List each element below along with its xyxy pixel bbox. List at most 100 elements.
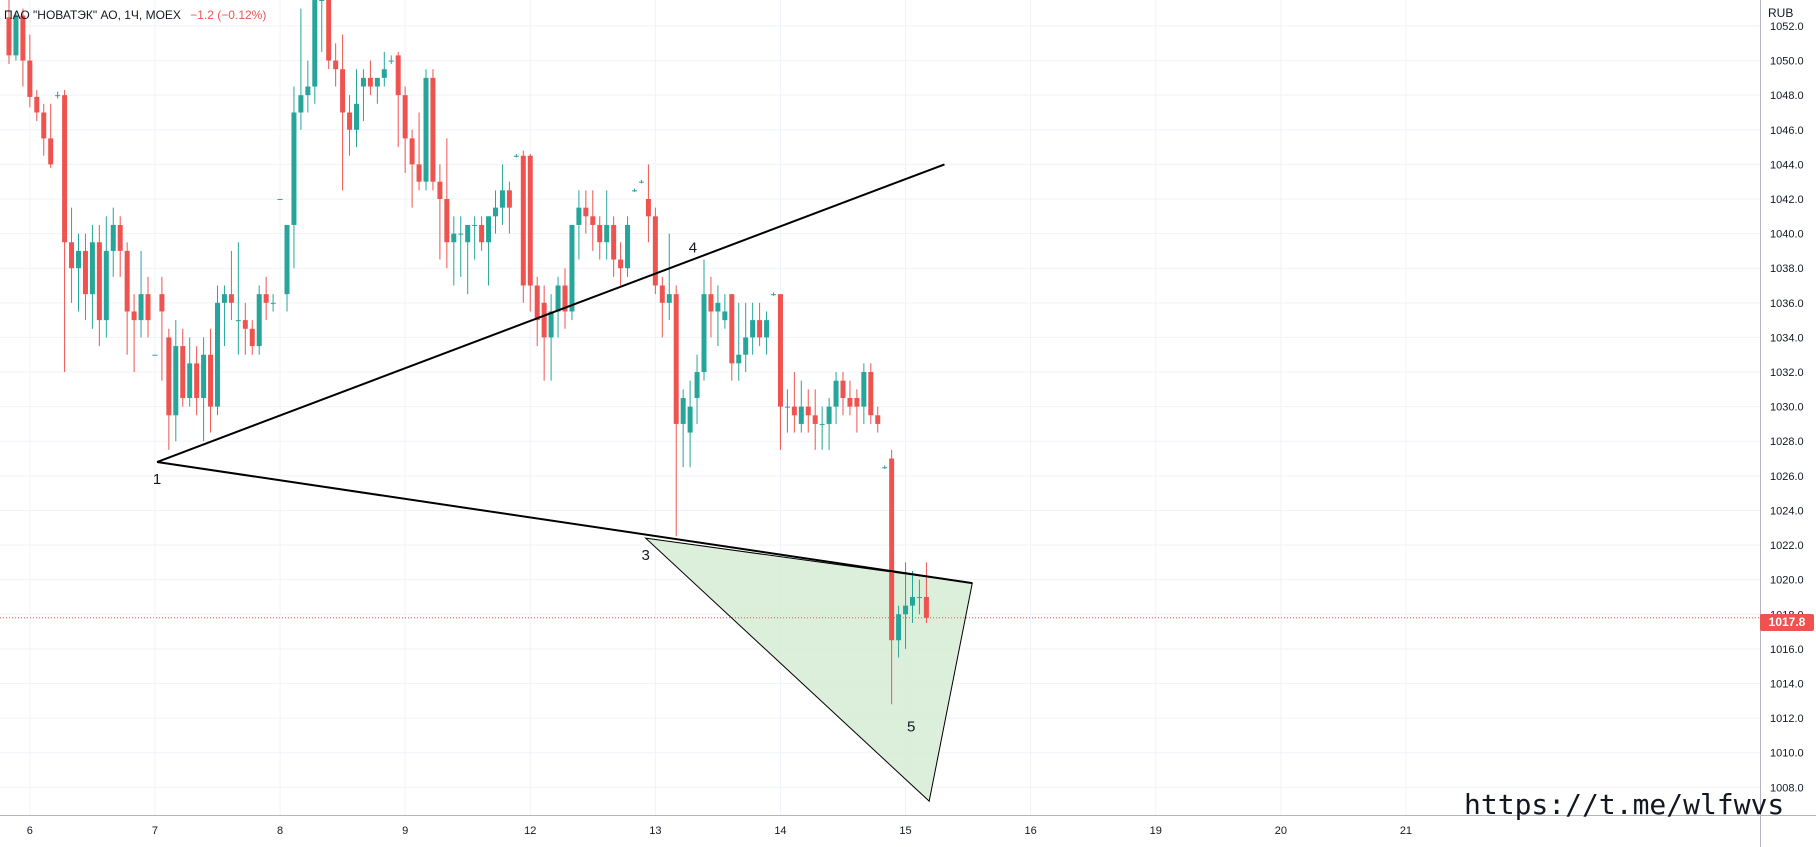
candle [374,77,380,104]
candle [27,34,33,108]
y-tick-label: 1028.0 [1770,436,1804,448]
candle [138,250,144,338]
candle [708,276,714,338]
candle [499,164,505,225]
candle [62,89,68,373]
y-tick-label: 1026.0 [1770,471,1804,483]
candle [347,95,353,156]
candle [764,311,770,355]
x-tick-label: 7 [152,825,158,837]
price-change: −1.2 (−0.12%) [190,8,267,22]
candle-body [270,302,276,304]
candle [48,103,54,168]
candle [840,372,846,416]
y-tick-label: 1044.0 [1770,159,1804,171]
candle-body [96,242,102,321]
candle-body [82,250,88,295]
candle [910,571,915,623]
candle [659,276,665,338]
candle [548,294,554,381]
candle [618,242,624,286]
candle [555,276,561,338]
candle-body [826,406,832,424]
candle-body [777,294,783,407]
y-tick-label: 1016.0 [1770,644,1804,656]
watermark-link[interactable]: https://t.me/wlfwvs [1464,788,1785,821]
candle-body [896,614,902,641]
candle-body [791,406,797,416]
candle [270,294,276,312]
y-tick-label: 1008.0 [1770,782,1804,794]
candle-body [465,224,471,243]
candle-body [805,406,811,416]
candle [520,150,526,303]
candle-body [701,294,707,373]
candle-body [875,415,881,424]
candle [402,86,408,174]
candles [6,0,929,705]
candle [333,43,339,87]
candle [861,363,867,424]
candle [367,60,373,96]
currency-label: RUB [1768,6,1794,20]
candle-body [562,285,568,312]
candle-body [340,69,346,113]
candle-body [305,86,311,96]
candle-body [868,372,874,416]
candle-body [228,294,234,303]
candle-body [771,294,776,296]
candle [20,8,26,87]
candle [201,337,207,442]
candle [458,216,464,277]
candle [124,242,130,355]
candle [590,190,596,251]
candle-body [618,259,624,269]
candle-body [506,190,512,208]
candle-body [110,224,116,251]
candle [771,292,776,296]
y-tick-label: 1010.0 [1770,748,1804,760]
candle-body [750,320,756,338]
candle [777,294,783,450]
candle-body [48,138,54,165]
candle-body [923,596,929,618]
candle-body [652,216,658,286]
candle-body [458,233,464,235]
y-tick-label: 1012.0 [1770,713,1804,725]
grid-lines [0,0,1760,815]
candle [583,190,589,234]
candle-body [513,155,519,157]
candle [903,562,909,649]
candle [576,190,582,260]
candle-body [527,155,533,286]
candle [798,380,804,433]
candle [180,328,186,407]
candle-body [367,77,373,87]
candle [722,294,728,329]
candle [340,34,346,191]
candle-body [555,285,561,312]
x-tick-label: 20 [1275,825,1287,837]
candle-body [395,55,401,96]
candle-body [625,224,631,269]
candle [750,302,756,355]
target-triangle [644,537,973,803]
candle-body [159,294,165,312]
candle [743,302,749,373]
candle-body [409,138,415,165]
candle-body [13,15,19,56]
candle-body [687,406,693,433]
candle [694,354,700,424]
candle [221,285,227,347]
y-tick-label: 1050.0 [1770,56,1804,68]
y-tick-label: 1036.0 [1770,298,1804,310]
candle [249,320,255,355]
wave-point-label: 4 [689,240,697,257]
wave-point-label: 3 [641,547,649,564]
y-tick-label: 1020.0 [1770,575,1804,587]
wave-point-label: 5 [907,718,915,735]
candle-body [298,95,304,113]
candle [715,285,721,347]
